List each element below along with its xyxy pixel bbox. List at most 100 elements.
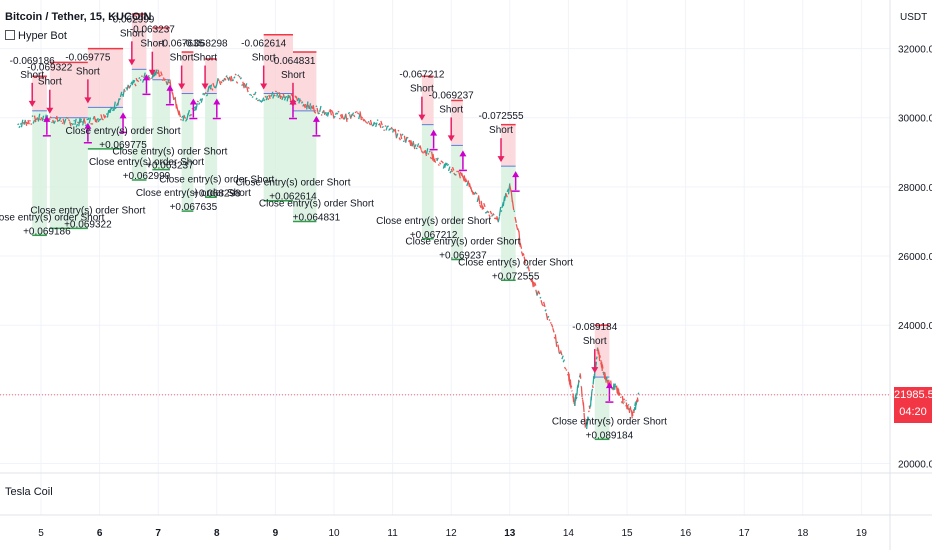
price-segment xyxy=(598,352,601,362)
price-segment xyxy=(51,121,53,124)
price-segment xyxy=(488,214,491,218)
price-segment xyxy=(559,350,563,356)
entry-arrow-head xyxy=(128,59,136,66)
exit-arrow-head xyxy=(166,84,174,91)
price-segment xyxy=(571,390,573,392)
x-tick-label: 5 xyxy=(38,528,44,539)
price-segment xyxy=(258,99,261,102)
price-segment xyxy=(463,175,467,183)
last-price-value: 21985.5 xyxy=(894,388,932,401)
entry-qty-label: -0.089184 xyxy=(572,322,617,333)
price-segment xyxy=(351,112,355,116)
price-segment xyxy=(235,81,239,84)
price-segment xyxy=(40,116,43,120)
entry-qty-label: -0.067635 xyxy=(159,39,204,50)
price-segment xyxy=(296,97,300,102)
price-segment xyxy=(345,113,348,122)
price-segment xyxy=(442,163,446,169)
exit-qty-label: +0.062614 xyxy=(269,192,317,203)
entry-qty-label: -0.069322 xyxy=(27,63,72,74)
y-tick-label: 26000.0 xyxy=(898,252,932,263)
price-segment xyxy=(334,112,338,115)
entry-side-label: Short xyxy=(20,70,44,81)
price-segment xyxy=(88,117,92,124)
price-segment xyxy=(166,79,170,85)
price-segment xyxy=(485,210,489,214)
price-segment xyxy=(587,417,590,422)
price-segment xyxy=(524,258,528,262)
price-segment xyxy=(385,125,389,131)
price-segment xyxy=(561,355,564,360)
x-tick-label: 19 xyxy=(856,528,868,539)
trade-markers: -0.069186 Short Close entry(s) order Short… xyxy=(0,14,667,441)
x-tick-label: 7 xyxy=(155,528,161,539)
price-segment xyxy=(113,101,116,111)
price-segment xyxy=(255,97,258,100)
price-segment xyxy=(360,116,364,119)
price-segment xyxy=(416,143,420,148)
price-segment xyxy=(203,92,206,96)
entry-side-label: Short xyxy=(410,84,434,95)
price-segment xyxy=(380,120,383,126)
price-segment xyxy=(48,117,51,121)
price-segment xyxy=(605,376,608,382)
price-segment xyxy=(289,95,292,103)
price-segment xyxy=(325,112,329,116)
price-segment xyxy=(581,397,584,400)
price-segment xyxy=(306,101,309,110)
exit-order-label: Close entry(s) order Short xyxy=(0,212,105,223)
price-segment xyxy=(444,162,447,168)
price-segment xyxy=(276,92,279,97)
price-segment xyxy=(574,393,577,401)
price-segment xyxy=(502,196,506,207)
price-segment xyxy=(53,120,56,124)
price-segment xyxy=(636,397,639,402)
price-segment xyxy=(33,115,37,123)
price-segment xyxy=(539,296,542,299)
price-segment xyxy=(313,111,317,114)
price-segment xyxy=(591,385,594,389)
price-segment xyxy=(330,109,334,113)
exit-order-label: Close entry(s) order Short xyxy=(89,157,204,168)
x-tick-label: 6 xyxy=(97,528,103,539)
indicator-legend[interactable]: Hyper Bot xyxy=(5,30,67,42)
price-segment xyxy=(143,72,146,79)
price-segment xyxy=(136,79,140,83)
price-segment xyxy=(130,81,133,85)
price-segment xyxy=(514,216,517,223)
price-segment xyxy=(451,166,455,171)
price-segment xyxy=(55,115,59,122)
price-segment xyxy=(156,71,159,75)
price-segment xyxy=(265,95,269,101)
exit-qty-label: +0.067635 xyxy=(170,202,218,213)
price-segment xyxy=(140,75,143,78)
entry-arrow-head xyxy=(447,135,455,142)
entry-arrow-head xyxy=(148,69,156,76)
loss-zone xyxy=(181,52,194,94)
price-segment xyxy=(269,95,272,97)
price-segment xyxy=(298,98,301,104)
y-tick-label: 28000.0 xyxy=(898,183,932,194)
price-segment xyxy=(222,78,226,82)
exit-qty-label: +0.063237 xyxy=(146,161,194,172)
price-segment xyxy=(557,344,560,354)
price-segment xyxy=(530,279,533,283)
price-segment xyxy=(618,392,621,396)
price-segment xyxy=(95,118,98,123)
price-segment xyxy=(204,92,207,94)
price-segment xyxy=(537,290,541,295)
price-segment xyxy=(449,170,452,174)
price-segment xyxy=(253,91,257,96)
entry-arrow-head xyxy=(28,100,36,107)
price-segment xyxy=(128,84,132,89)
price-segment xyxy=(527,265,530,272)
price-segment xyxy=(427,153,430,155)
price-segment xyxy=(101,118,104,121)
price-segment xyxy=(532,281,536,287)
price-segment xyxy=(384,125,387,127)
price-segment xyxy=(545,313,549,321)
price-segment xyxy=(138,77,141,80)
indicator-toggle-icon[interactable] xyxy=(5,30,15,40)
